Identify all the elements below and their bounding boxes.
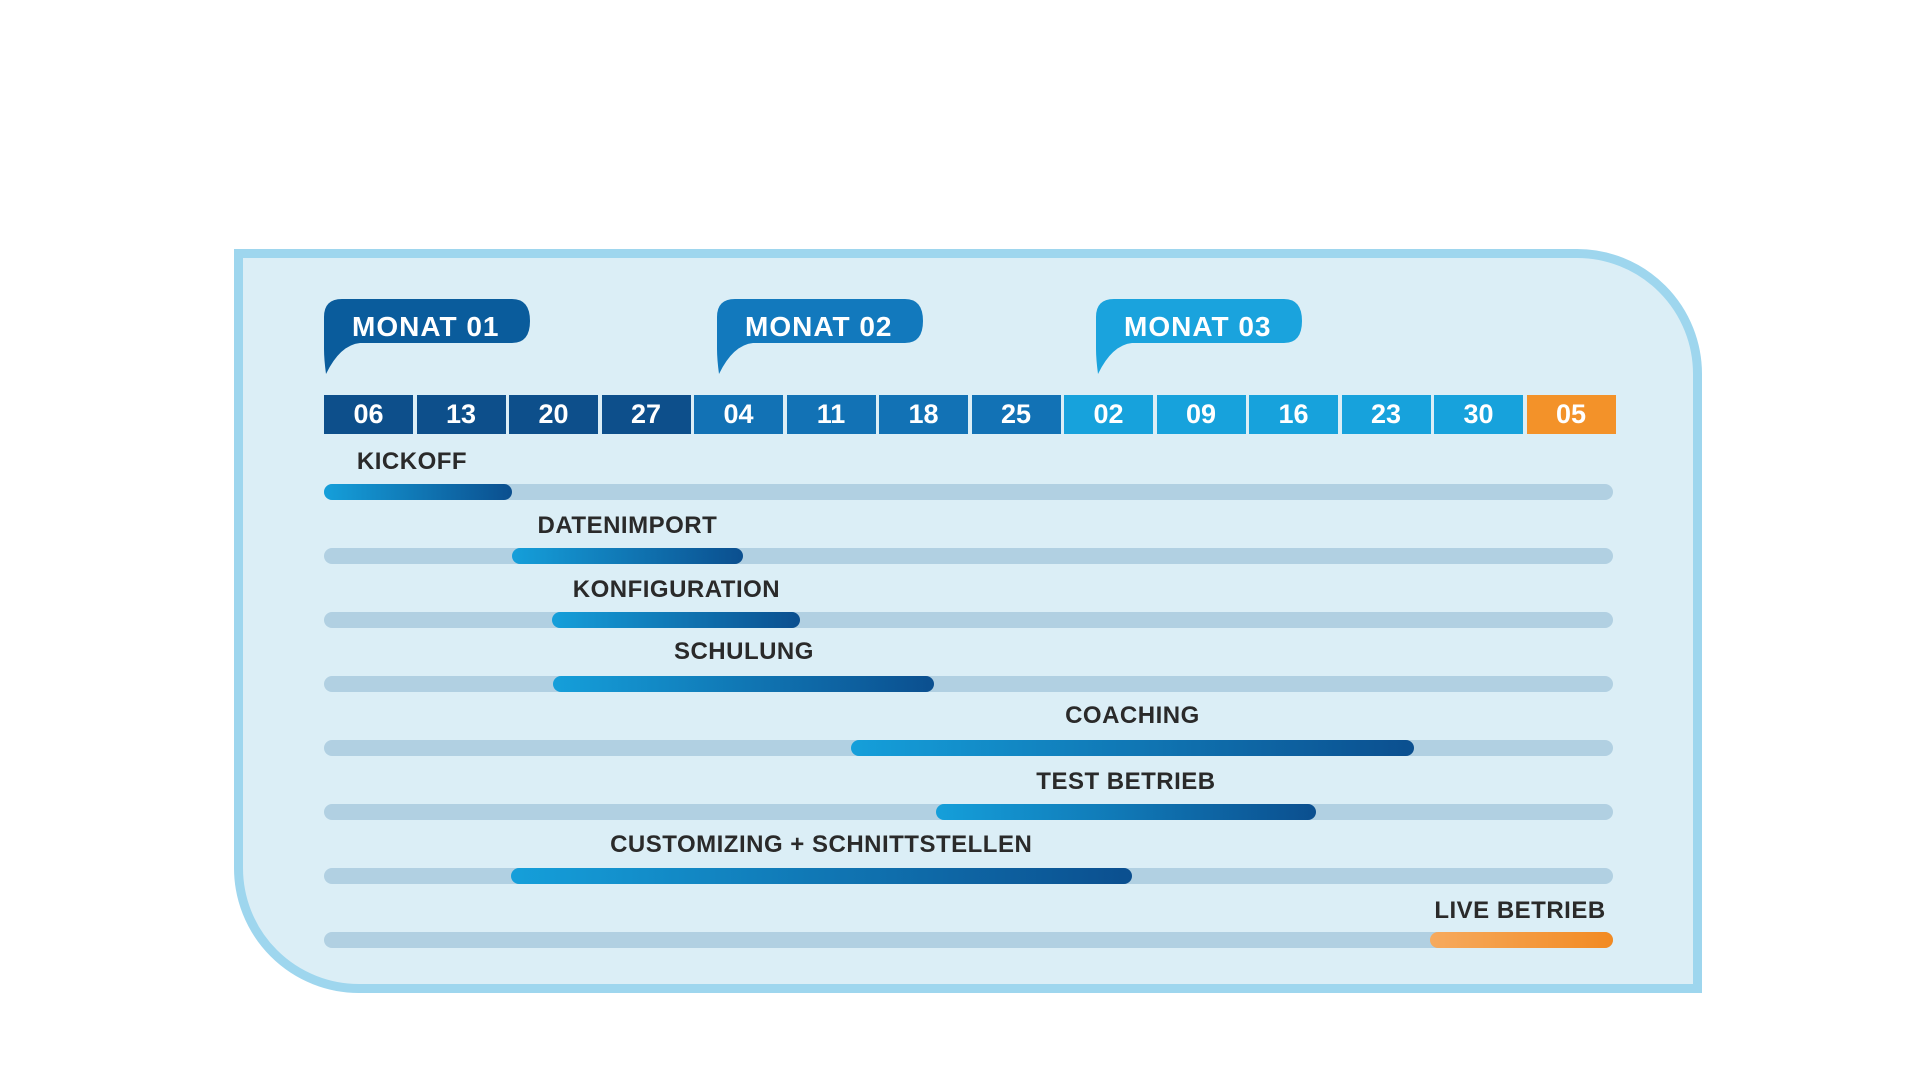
task-track: [324, 612, 1613, 628]
week-cell-11: 23: [1341, 395, 1431, 434]
week-cell-10: 16: [1249, 395, 1338, 434]
month-tag-02: MONAT 02: [717, 299, 923, 374]
week-cell-6: 18: [879, 395, 968, 434]
week-cell-2: 20: [509, 395, 598, 434]
week-cell-3: 27: [601, 395, 691, 434]
task-label: DATENIMPORT: [537, 512, 718, 539]
task-label: KONFIGURATION: [572, 576, 781, 603]
week-cell-4: 04: [694, 395, 783, 434]
task-track: [324, 932, 1613, 948]
month-label: MONAT 03: [1124, 311, 1272, 342]
week-cell-7: 25: [971, 395, 1061, 434]
week-cell-9: 09: [1156, 395, 1246, 434]
week-cell-8: 02: [1064, 395, 1153, 434]
task-label: COACHING: [1065, 702, 1200, 729]
task-label: KICKOFF: [356, 448, 468, 475]
month-tag-01: MONAT 01: [324, 299, 530, 374]
task-track: [324, 676, 1613, 692]
task-bar: [324, 484, 512, 500]
week-cell-1: 13: [416, 395, 506, 434]
task-bar: [1430, 932, 1613, 948]
task-bar: [553, 676, 935, 692]
task-label: SCHULUNG: [673, 638, 814, 665]
task-bar: [936, 804, 1316, 820]
week-cell-13: 05: [1526, 395, 1616, 434]
task-bar: [511, 548, 744, 564]
month-label: MONAT 01: [352, 311, 500, 342]
task-label: TEST BETRIEB: [1036, 768, 1216, 795]
week-cell-0: 06: [324, 395, 413, 434]
task-bar: [851, 740, 1414, 756]
week-cell-12: 30: [1434, 395, 1523, 434]
week-cell-5: 11: [786, 395, 876, 434]
task-bar: [552, 612, 801, 628]
task-bar: [510, 868, 1132, 884]
task-label: CUSTOMIZING + SCHNITTSTELLEN: [610, 831, 1033, 858]
task-label: LIVE BETRIEB: [1434, 897, 1606, 924]
month-label: MONAT 02: [745, 311, 893, 342]
task-track: [324, 484, 1613, 500]
month-tag-03: MONAT 03: [1096, 299, 1302, 374]
